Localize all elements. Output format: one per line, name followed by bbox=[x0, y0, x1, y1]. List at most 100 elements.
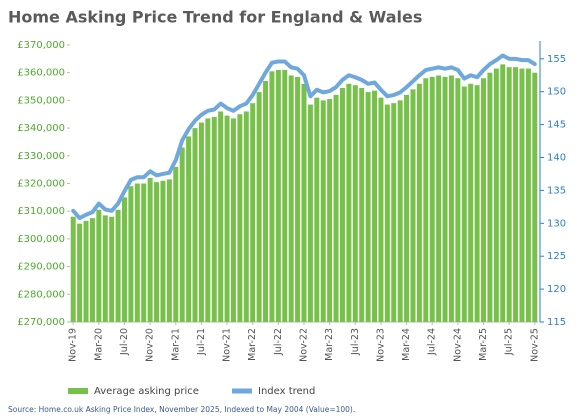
bar bbox=[320, 100, 326, 323]
y-tick-label: £330,000 bbox=[17, 151, 65, 162]
x-tick-label: Mar-21 bbox=[170, 328, 181, 361]
x-tick-label: Nov-24 bbox=[452, 328, 463, 362]
bar bbox=[301, 83, 307, 322]
y-tick-label: £360,000 bbox=[17, 68, 65, 79]
bar bbox=[333, 94, 339, 322]
bar bbox=[121, 197, 127, 322]
bar bbox=[314, 97, 320, 322]
bar bbox=[256, 92, 262, 322]
x-tick-label: Mar-24 bbox=[401, 328, 412, 361]
bar bbox=[468, 83, 474, 322]
bar bbox=[532, 72, 538, 322]
bar bbox=[70, 216, 76, 322]
bar bbox=[115, 209, 121, 322]
bar bbox=[448, 75, 454, 322]
y2-tick-label: 130 bbox=[547, 218, 566, 229]
chart-title: Home Asking Price Trend for England & Wa… bbox=[8, 8, 422, 27]
y2-tick-label: 155 bbox=[547, 54, 566, 65]
x-tick-label: Nov-20 bbox=[145, 328, 156, 362]
bar bbox=[250, 103, 256, 322]
bar bbox=[160, 180, 166, 322]
bar bbox=[519, 68, 525, 322]
y2-tick-label: 125 bbox=[547, 251, 566, 262]
bar bbox=[461, 86, 467, 322]
bar bbox=[327, 99, 333, 322]
bar bbox=[339, 87, 345, 322]
y-tick-label: £270,000 bbox=[17, 317, 65, 328]
bar bbox=[513, 67, 519, 322]
bar bbox=[397, 100, 403, 323]
bar bbox=[391, 103, 397, 322]
bar bbox=[154, 182, 160, 322]
index-line bbox=[71, 53, 537, 221]
x-tick-label: Mar-22 bbox=[247, 328, 258, 361]
bar bbox=[275, 69, 281, 323]
y2-tick-label: 145 bbox=[547, 120, 566, 131]
bar bbox=[173, 166, 179, 322]
bar bbox=[83, 220, 89, 322]
bar bbox=[230, 118, 236, 322]
x-tick-label: Nov-21 bbox=[222, 328, 233, 362]
bar bbox=[295, 76, 301, 322]
bar bbox=[166, 179, 172, 322]
y2-tick-label: 140 bbox=[547, 153, 566, 164]
x-tick-label: Mar-25 bbox=[478, 328, 489, 361]
x-tick-label: Mar-23 bbox=[324, 328, 335, 361]
bar bbox=[211, 117, 217, 323]
bar bbox=[410, 89, 416, 322]
bar bbox=[77, 223, 83, 322]
bar bbox=[404, 94, 410, 322]
y2-tick-label: 150 bbox=[547, 87, 566, 98]
y2-tick-label: 115 bbox=[547, 317, 566, 328]
bar bbox=[359, 87, 365, 322]
y2-tick-label: 120 bbox=[547, 284, 566, 295]
x-tick-label: Nov-25 bbox=[529, 328, 540, 362]
x-tick-label: Nov-22 bbox=[299, 328, 310, 362]
bar bbox=[352, 85, 358, 322]
bar bbox=[346, 83, 352, 322]
bar bbox=[288, 75, 294, 322]
y-tick-label: £280,000 bbox=[17, 289, 65, 300]
bar bbox=[481, 78, 487, 323]
bar bbox=[372, 90, 378, 322]
bar bbox=[487, 72, 493, 322]
bar bbox=[218, 111, 224, 322]
bar bbox=[147, 177, 153, 322]
y-tick-label: £350,000 bbox=[17, 95, 65, 106]
x-tick-label: Nov-19 bbox=[68, 328, 79, 362]
source-note: Source: Home.co.uk Asking Price Index, N… bbox=[8, 405, 355, 414]
bar bbox=[186, 136, 192, 322]
bar bbox=[384, 104, 390, 323]
bar bbox=[442, 76, 448, 322]
bar bbox=[89, 218, 95, 322]
y-tick-label: £300,000 bbox=[17, 234, 65, 245]
x-tick-label: Jul-20 bbox=[119, 328, 130, 356]
bar bbox=[282, 69, 288, 323]
bar bbox=[474, 85, 480, 322]
bar bbox=[436, 75, 442, 322]
bar bbox=[224, 115, 230, 322]
bar bbox=[128, 186, 134, 322]
bar bbox=[205, 118, 211, 322]
bar bbox=[416, 83, 422, 322]
x-tick-label: Mar-20 bbox=[93, 328, 104, 361]
x-tick-label: Jul-23 bbox=[350, 328, 361, 356]
x-tick-label: Jul-25 bbox=[504, 328, 515, 356]
y-tick-label: £310,000 bbox=[17, 206, 65, 217]
y2-tick-label: 135 bbox=[547, 185, 566, 196]
x-tick-label: Jul-21 bbox=[196, 328, 207, 356]
bar bbox=[429, 76, 435, 322]
bar bbox=[263, 81, 269, 322]
y-tick-label: £370,000 bbox=[17, 40, 65, 51]
bar bbox=[500, 64, 506, 322]
bar bbox=[134, 183, 140, 322]
bar bbox=[455, 78, 461, 323]
bar bbox=[423, 78, 429, 323]
bar bbox=[493, 68, 499, 322]
bar bbox=[179, 147, 185, 322]
y-tick-label: £340,000 bbox=[17, 123, 65, 134]
bar bbox=[506, 67, 512, 322]
x-tick-label: Jul-22 bbox=[273, 328, 284, 356]
bar bbox=[243, 111, 249, 322]
